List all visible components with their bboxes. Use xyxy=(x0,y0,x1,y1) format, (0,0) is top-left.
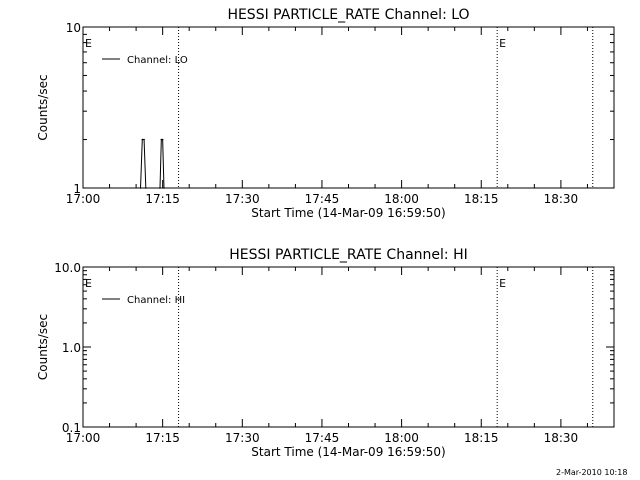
x-tick-label: 17:45 xyxy=(305,431,340,445)
event-marker-label: E xyxy=(85,37,92,50)
x-tick-label: 17:00 xyxy=(66,431,101,445)
event-marker-label: E xyxy=(499,277,506,290)
x-tick-label: 18:00 xyxy=(384,192,419,206)
data-point xyxy=(143,138,145,141)
y-tick-label: 10.0 xyxy=(54,261,81,275)
legend-label: Channel: HI xyxy=(127,295,185,306)
data-point xyxy=(139,187,142,189)
data-point xyxy=(160,138,163,141)
x-tick-label: 18:15 xyxy=(464,192,499,206)
x-tick-label: 17:30 xyxy=(225,192,260,206)
data-point xyxy=(163,187,165,189)
y-axis-label: Counts/sec xyxy=(36,314,50,380)
chart-title: HESSI PARTICLE_RATE Channel: HI xyxy=(229,247,467,263)
data-point xyxy=(141,138,144,141)
x-tick-label: 17:15 xyxy=(145,192,180,206)
y-tick-label: 1.0 xyxy=(62,341,81,355)
data-point xyxy=(159,187,161,189)
legend-label: Channel: LO xyxy=(127,55,188,66)
x-tick-label: 17:15 xyxy=(145,431,180,445)
x-tick-label: 18:00 xyxy=(384,431,419,445)
y-tick-label: 10 xyxy=(66,21,81,35)
chart-title: HESSI PARTICLE_RATE Channel: LO xyxy=(227,7,469,23)
x-tick-label: 17:45 xyxy=(305,192,340,206)
x-tick-label: 17:30 xyxy=(225,431,260,445)
x-tick-label: 17:00 xyxy=(66,192,101,206)
x-axis-label: Start Time (14-Mar-09 16:59:50) xyxy=(251,445,445,459)
event-marker-label: E xyxy=(85,277,92,290)
plot-frame xyxy=(82,266,615,428)
x-axis-label: Start Time (14-Mar-09 16:59:50) xyxy=(251,206,445,220)
chart-panel-2: HESSI PARTICLE_RATE Channel: HI 17:00 17:1… xyxy=(36,247,615,459)
chart-panel-1: HESSI PARTICLE_RATE Channel: LO 17:00 17:1… xyxy=(36,7,615,220)
plot-frame xyxy=(82,26,615,189)
data-point xyxy=(161,138,164,141)
series-line xyxy=(140,139,165,189)
y-tick-label: 1 xyxy=(73,182,81,196)
x-tick-label: 18:30 xyxy=(544,431,579,445)
event-marker-label: E xyxy=(499,37,506,50)
y-axis-label: Counts/sec xyxy=(36,74,50,140)
x-tick-label: 18:15 xyxy=(464,431,499,445)
data-point xyxy=(145,187,147,189)
x-tick-label: 18:30 xyxy=(544,192,579,206)
footer-timestamp: 2-Mar-2010 10:18 xyxy=(556,468,628,477)
y-tick-label: 0.1 xyxy=(62,421,81,435)
